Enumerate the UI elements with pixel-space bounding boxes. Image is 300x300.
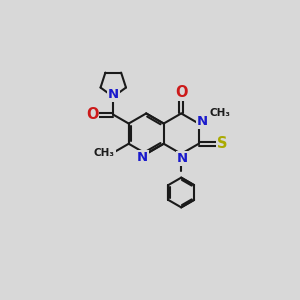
Text: N: N: [137, 151, 148, 164]
Text: O: O: [86, 107, 98, 122]
Text: O: O: [175, 85, 188, 100]
Text: S: S: [217, 136, 227, 151]
Text: CH₃: CH₃: [94, 148, 115, 158]
Text: N: N: [197, 115, 208, 128]
Text: CH₃: CH₃: [210, 108, 231, 118]
Text: N: N: [108, 88, 119, 101]
Text: N: N: [177, 152, 188, 165]
